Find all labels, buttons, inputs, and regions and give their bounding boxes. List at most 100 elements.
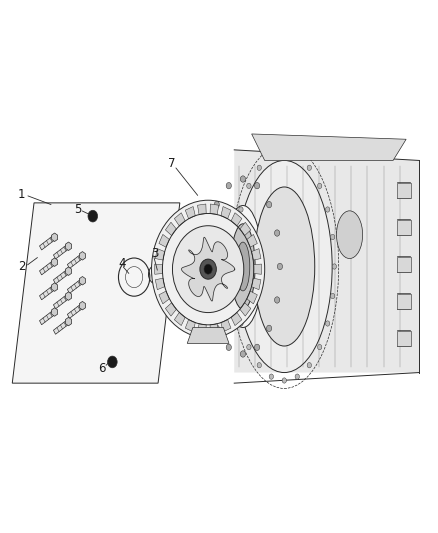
Polygon shape	[210, 204, 219, 215]
Polygon shape	[166, 303, 177, 316]
FancyBboxPatch shape	[397, 183, 411, 198]
Circle shape	[330, 293, 335, 298]
Polygon shape	[39, 310, 56, 325]
Ellipse shape	[223, 206, 262, 327]
Circle shape	[204, 264, 212, 274]
Circle shape	[239, 207, 243, 212]
Circle shape	[247, 344, 251, 350]
Circle shape	[257, 165, 261, 171]
Circle shape	[108, 356, 117, 368]
Circle shape	[266, 201, 272, 208]
Ellipse shape	[231, 224, 255, 309]
Polygon shape	[198, 324, 206, 334]
Polygon shape	[247, 235, 258, 247]
Polygon shape	[159, 235, 170, 247]
Polygon shape	[39, 260, 56, 275]
Circle shape	[226, 182, 231, 189]
Circle shape	[214, 325, 219, 332]
Polygon shape	[254, 264, 261, 274]
Circle shape	[173, 226, 244, 312]
Circle shape	[226, 344, 231, 351]
Circle shape	[266, 325, 272, 332]
Polygon shape	[174, 312, 185, 326]
Polygon shape	[52, 283, 58, 292]
Polygon shape	[155, 278, 165, 289]
Circle shape	[152, 200, 265, 338]
Circle shape	[307, 165, 311, 171]
Circle shape	[325, 321, 330, 326]
Circle shape	[282, 150, 286, 155]
Ellipse shape	[236, 242, 250, 291]
Polygon shape	[234, 150, 419, 373]
Circle shape	[332, 264, 336, 269]
Polygon shape	[52, 308, 58, 316]
Polygon shape	[166, 222, 177, 236]
Circle shape	[234, 293, 238, 298]
Circle shape	[240, 176, 246, 182]
Polygon shape	[231, 213, 242, 226]
Circle shape	[254, 182, 260, 189]
Circle shape	[269, 374, 273, 379]
Circle shape	[307, 362, 311, 368]
Polygon shape	[53, 294, 70, 309]
Circle shape	[232, 264, 237, 269]
Polygon shape	[66, 292, 71, 301]
Polygon shape	[185, 319, 195, 332]
Polygon shape	[181, 237, 235, 301]
Polygon shape	[67, 279, 84, 294]
Polygon shape	[155, 248, 165, 260]
Text: 1: 1	[18, 189, 25, 201]
Polygon shape	[174, 213, 185, 226]
Circle shape	[203, 263, 208, 270]
Polygon shape	[231, 312, 242, 326]
FancyBboxPatch shape	[397, 220, 411, 235]
Circle shape	[88, 211, 98, 222]
Circle shape	[257, 362, 261, 368]
Circle shape	[318, 344, 322, 350]
FancyBboxPatch shape	[397, 294, 411, 309]
Polygon shape	[39, 285, 56, 300]
Polygon shape	[251, 278, 261, 289]
Circle shape	[295, 374, 300, 379]
FancyBboxPatch shape	[397, 257, 411, 272]
Circle shape	[275, 297, 280, 303]
Polygon shape	[53, 269, 70, 284]
Circle shape	[325, 207, 330, 212]
Circle shape	[240, 351, 246, 357]
Polygon shape	[240, 222, 251, 236]
Circle shape	[277, 263, 283, 270]
Text: 3: 3	[152, 247, 159, 260]
Ellipse shape	[254, 187, 315, 346]
Polygon shape	[185, 207, 195, 219]
Circle shape	[254, 344, 260, 351]
Polygon shape	[66, 242, 71, 251]
Polygon shape	[52, 258, 58, 266]
Polygon shape	[79, 277, 85, 285]
Circle shape	[275, 230, 280, 236]
Circle shape	[239, 321, 243, 326]
Polygon shape	[252, 134, 406, 160]
Text: 4: 4	[118, 257, 126, 270]
Polygon shape	[53, 244, 70, 259]
Polygon shape	[155, 264, 162, 274]
Polygon shape	[53, 320, 70, 334]
Circle shape	[214, 201, 219, 208]
Polygon shape	[39, 235, 56, 250]
Polygon shape	[67, 304, 84, 318]
Ellipse shape	[237, 160, 332, 373]
Polygon shape	[159, 291, 170, 304]
Circle shape	[318, 183, 322, 189]
Circle shape	[206, 297, 212, 303]
Polygon shape	[52, 233, 58, 241]
Polygon shape	[210, 324, 219, 334]
Ellipse shape	[336, 211, 363, 259]
Circle shape	[234, 235, 238, 240]
Polygon shape	[66, 317, 71, 326]
Polygon shape	[198, 204, 206, 215]
Polygon shape	[187, 327, 229, 343]
Polygon shape	[247, 291, 258, 304]
Circle shape	[295, 154, 300, 159]
Text: 6: 6	[98, 362, 106, 375]
Circle shape	[206, 230, 212, 236]
Polygon shape	[66, 267, 71, 276]
